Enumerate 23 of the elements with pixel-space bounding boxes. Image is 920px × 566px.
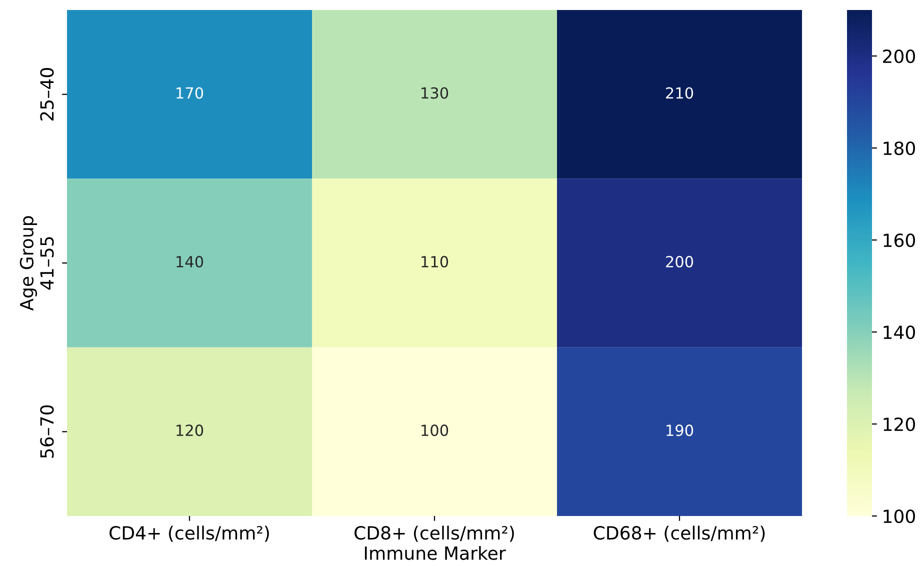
color-bar-label: 140 [884, 325, 915, 340]
data-label: 120 [176, 424, 204, 436]
x-axis-title: Immune Marker [364, 546, 506, 560]
y-tick-label: 25–40 [40, 68, 54, 120]
x-tick-label: CD4+ (cells/mm²) [110, 526, 269, 542]
data-label: 140 [176, 256, 204, 268]
color-bar-label: 100 [884, 509, 915, 524]
color-bar-label: 160 [884, 233, 915, 248]
y-axis-title: Age Group [20, 216, 38, 311]
color-bar-label: 180 [884, 141, 915, 156]
data-label: 100 [422, 424, 448, 436]
data-label: 130 [422, 87, 448, 99]
x-tick-label: CD8+ (cells/mm²) [354, 526, 514, 542]
data-label: 170 [176, 87, 204, 99]
data-label: 110 [422, 256, 448, 268]
color-bar-label: 120 [884, 417, 915, 432]
color-bar-label: 200 [883, 49, 915, 64]
y-tick-label: 41–55 [40, 237, 54, 290]
data-label: 190 [666, 424, 694, 436]
x-tick-label: CD68+ (cells/mm²) [594, 526, 765, 542]
data-label: 210 [666, 87, 694, 99]
y-tick-label: 56–70 [40, 405, 54, 458]
data-label: 200 [666, 256, 694, 268]
